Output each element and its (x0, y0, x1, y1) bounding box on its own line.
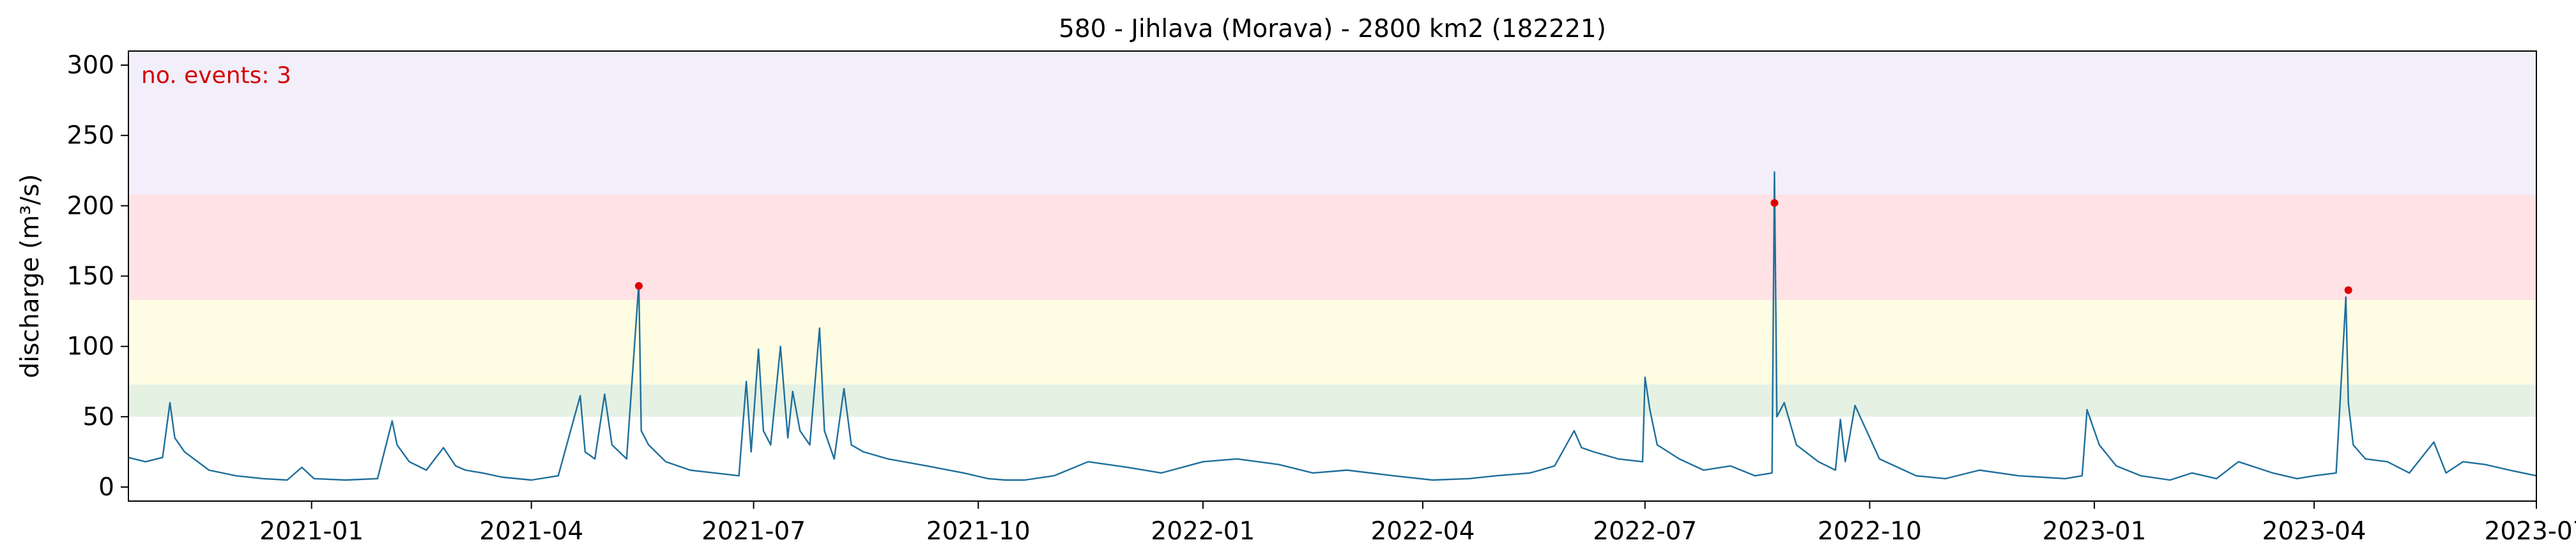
y-tick-label-5: 250 (67, 121, 114, 150)
series-group (128, 171, 2537, 481)
threshold-band-1 (128, 299, 2536, 385)
event-markers (634, 199, 2352, 294)
y-tick-label-6: 300 (67, 51, 114, 80)
x-tick-label-10: 2023-07 (2485, 517, 2576, 546)
event-marker-0 (634, 282, 643, 290)
y-tick-label-3: 150 (67, 262, 114, 291)
event-marker-1 (1770, 199, 1779, 207)
events-count-annotation: no. events: 3 (141, 63, 291, 89)
x-tick-label-8: 2023-01 (2043, 517, 2147, 546)
x-tick-label-5: 2022-04 (1370, 517, 1475, 546)
x-tick-label-2: 2021-07 (702, 517, 806, 546)
y-tick-label-4: 200 (67, 192, 114, 220)
x-tick-label-4: 2022-01 (1151, 517, 1255, 546)
y-axis-label: discharge (m³/s) (16, 174, 45, 379)
y-tick-label-2: 100 (67, 333, 114, 361)
x-tick-label-6: 2022-07 (1593, 517, 1697, 546)
x-tick-label-9: 2023-04 (2262, 517, 2366, 546)
event-marker-2 (2344, 286, 2352, 294)
y-axis-ticks: 0 50 100 150 200 250 300 (67, 51, 128, 502)
y-tick-label-1: 50 (82, 403, 114, 432)
x-tick-label-0: 2021-01 (259, 517, 364, 546)
x-axis-ticks: 2021-01 2021-04 2021-07 2021-10 2022-01 2022-… (259, 501, 2576, 546)
x-tick-label-3: 2021-10 (926, 517, 1031, 546)
threshold-band-0 (128, 384, 2536, 417)
x-tick-label-1: 2021-04 (479, 517, 583, 546)
threshold-bands (128, 51, 2536, 417)
threshold-band-2 (128, 194, 2536, 300)
series-line-0 (128, 171, 2537, 481)
x-tick-label-7: 2022-10 (1818, 517, 1922, 546)
chart-title: 580 - Jihlava (Morava) - 2800 km2 (18222… (1059, 15, 1606, 43)
threshold-band-3 (128, 51, 2536, 195)
y-tick-label-0: 0 (98, 473, 114, 502)
